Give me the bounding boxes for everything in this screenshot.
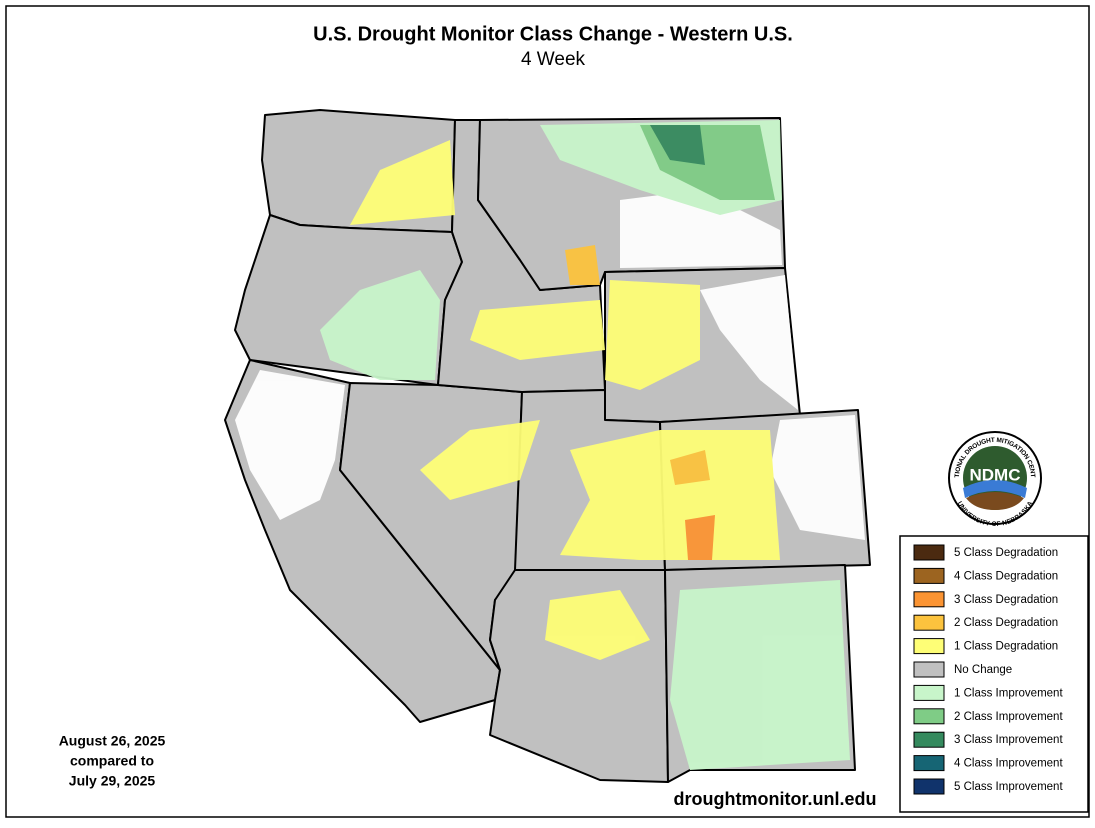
area-degrade-1 [605, 280, 700, 390]
legend-swatch [913, 638, 945, 655]
area-degrade-1 [420, 420, 540, 500]
legend-label: 3 Class Degradation [954, 594, 1058, 606]
legend-label: 1 Class Improvement [954, 687, 1063, 699]
source-url: droughtmonitor.unl.edu [674, 789, 877, 809]
title: U.S. Drought Monitor Class Change - West… [313, 23, 793, 45]
area-degrade-2 [670, 450, 710, 485]
area-degrade-1 [545, 590, 650, 660]
legend-swatch [913, 591, 945, 608]
logo-ground [966, 492, 1024, 510]
area-white [235, 370, 345, 520]
legend-swatch [913, 778, 945, 795]
subtitle: 4 Week [521, 49, 586, 70]
legend-label: 4 Class Improvement [954, 758, 1063, 770]
legend-swatch [913, 708, 945, 725]
date-line: August 26, 2025 [59, 733, 166, 749]
legend-swatch [913, 731, 945, 748]
legend-label: 4 Class Degradation [954, 570, 1058, 582]
legend-label: 1 Class Degradation [954, 641, 1058, 653]
area-degrade-3 [685, 515, 715, 560]
legend-label: 2 Class Improvement [954, 711, 1063, 723]
area-improve-3 [650, 125, 705, 165]
legend-label: 2 Class Degradation [954, 617, 1058, 629]
area-improve-1 [670, 580, 850, 770]
legend-swatch [913, 544, 945, 561]
legend-label: 3 Class Improvement [954, 734, 1063, 746]
area-white [700, 275, 798, 410]
area-degrade-1 [470, 300, 605, 360]
legend-label: 5 Class Degradation [954, 547, 1058, 559]
legend-swatch [913, 684, 945, 701]
date-line: July 29, 2025 [69, 773, 156, 789]
legend-swatch [913, 567, 945, 584]
area-degrade-1 [560, 430, 780, 560]
legend-swatch [913, 614, 945, 631]
change-areas [235, 120, 865, 770]
area-white [770, 415, 865, 540]
area-degrade-2 [565, 245, 600, 285]
legend-label: No Change [954, 664, 1012, 676]
legend: 5 Class Degradation 4 Class Degradation 3 … [913, 544, 1063, 795]
legend-swatch [913, 661, 945, 678]
date-line: compared to [70, 753, 154, 769]
logo-acronym: NDMC [970, 465, 1021, 484]
area-degrade-1 [350, 140, 455, 225]
area-improve-1 [320, 270, 440, 380]
legend-swatch [913, 755, 945, 772]
logo-wave [963, 480, 1027, 498]
area-white [620, 190, 782, 268]
legend-label: 5 Class Improvement [954, 781, 1063, 793]
